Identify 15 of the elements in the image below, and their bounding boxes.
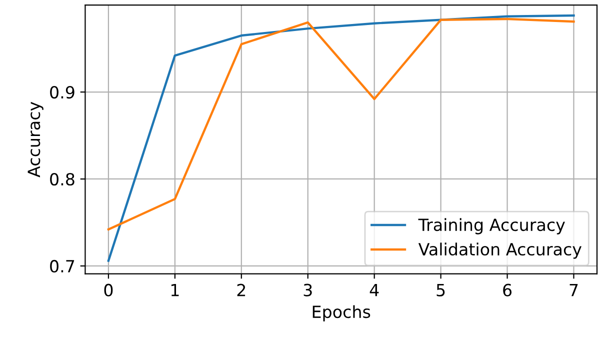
y-tick-label: 0.7	[50, 260, 74, 273]
legend-label: Validation Accuracy	[418, 242, 582, 259]
x-tick-label: 6	[503, 284, 512, 296]
y-tick-label: 0.8	[50, 172, 74, 186]
x-tick-label: 3	[304, 284, 312, 296]
legend-label: Training Accuracy	[418, 218, 565, 234]
y-axis-title: Accuracy	[28, 102, 44, 178]
x-tick-label: 4	[370, 284, 379, 296]
x-tick-label: 2	[237, 284, 246, 296]
x-tick-label: 0	[104, 284, 113, 296]
x-tick-label: 7	[570, 284, 578, 296]
x-axis-title: Epochs	[312, 305, 370, 322]
y-tick-label: 0.9	[50, 86, 74, 99]
x-tick-label: 5	[436, 284, 445, 296]
x-tick-label: 1	[171, 284, 179, 296]
